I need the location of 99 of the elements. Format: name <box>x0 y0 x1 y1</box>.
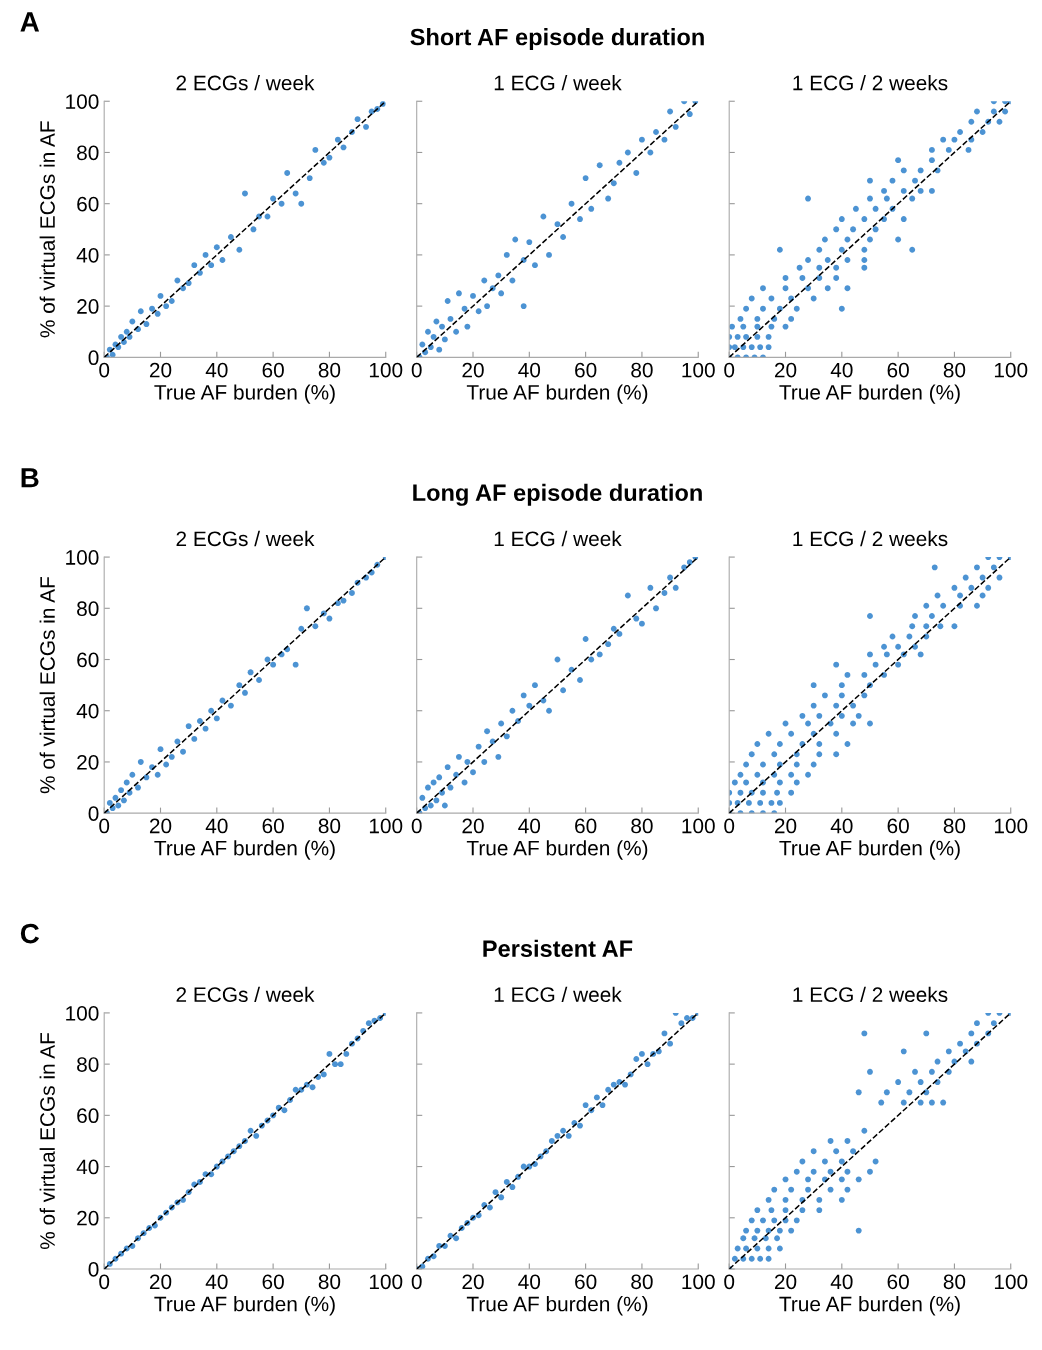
y-tick-label: 60 <box>77 196 99 212</box>
x-tick-label: 40 <box>830 362 853 378</box>
x-tick-label: 20 <box>774 1274 797 1290</box>
x-tick-label: 20 <box>774 818 797 834</box>
chart-subtitle: 1 ECG / 2 weeks <box>793 986 948 1003</box>
x-tick-label: 80 <box>631 818 653 834</box>
text: C <box>20 923 40 944</box>
y-axis-title: % of virtual ECGs in AF <box>39 121 55 338</box>
chart-subtitle: 2 ECGs / week <box>176 75 315 91</box>
y-tick-label: 40 <box>76 1159 99 1175</box>
x-tick-label: 0 <box>411 362 422 378</box>
x-tick-label: 60 <box>887 362 909 378</box>
x-tick-label: 40 <box>518 1274 541 1290</box>
y-tick-label: 0 <box>88 350 99 366</box>
x-tick-label: 20 <box>149 818 172 834</box>
x-tick-label: 40 <box>205 362 228 378</box>
x-tick-label: 60 <box>262 362 284 378</box>
x-axis-title: True AF burden (%) <box>779 840 960 860</box>
y-tick-label: 20 <box>77 299 99 314</box>
x-tick-label: 20 <box>149 362 172 378</box>
x-tick-label: 100 <box>994 1274 1028 1290</box>
x-tick-label: 0 <box>99 818 110 834</box>
x-tick-label: 0 <box>411 1274 422 1290</box>
chart-subtitle: 1 ECG / 2 weeks <box>793 75 948 91</box>
y-tick-label: 100 <box>66 94 99 109</box>
chart-subtitle: 1 ECG / week <box>494 75 622 91</box>
x-tick-label: 0 <box>99 1274 110 1290</box>
y-tick-label: 60 <box>77 1108 99 1124</box>
x-axis-title: True AF burden (%) <box>154 384 335 404</box>
x-axis-title: True AF burden (%) <box>154 840 335 860</box>
x-tick-label: 60 <box>262 818 284 834</box>
y-axis-title: % of virtual ECGs in AF <box>39 1032 55 1250</box>
y-tick-label: 80 <box>77 145 99 161</box>
x-tick-label: 100 <box>682 362 715 378</box>
x-tick-label: 80 <box>318 1274 341 1290</box>
y-tick-label: 80 <box>77 1057 99 1072</box>
chart-subtitle: 1 ECG / week <box>494 530 622 547</box>
y-tick-label: 100 <box>66 550 99 565</box>
x-tick-label: 40 <box>830 818 853 834</box>
x-axis-title: True AF burden (%) <box>154 1296 335 1316</box>
x-axis-title: True AF burden (%) <box>779 1296 960 1316</box>
text: A <box>20 12 40 32</box>
x-tick-label: 60 <box>262 1274 284 1290</box>
x-tick-label: 20 <box>462 818 484 834</box>
x-tick-label: 20 <box>774 362 797 378</box>
x-tick-label: 40 <box>205 1274 228 1290</box>
x-tick-label: 100 <box>994 818 1028 834</box>
chart-title: Short AF episode duration <box>410 28 704 51</box>
x-tick-label: 80 <box>318 362 341 378</box>
y-tick-label: 20 <box>77 754 99 770</box>
x-tick-label: 80 <box>318 818 341 834</box>
x-tick-label: 40 <box>830 1274 853 1290</box>
y-axis-title: % of virtual ECGs in AF <box>39 577 55 794</box>
chart-subtitle: 1 ECG / 2 weeks <box>793 530 948 547</box>
text: B <box>21 468 39 488</box>
x-tick-label: 100 <box>682 818 715 834</box>
x-tick-label: 100 <box>369 818 403 834</box>
x-tick-label: 40 <box>205 818 228 834</box>
x-tick-label: 80 <box>943 362 966 378</box>
y-tick-label: 0 <box>88 1262 99 1277</box>
x-tick-label: 60 <box>575 818 597 834</box>
x-tick-label: 60 <box>887 818 909 834</box>
x-tick-label: 80 <box>631 1274 653 1290</box>
chart-title: Persistent AF <box>483 939 633 958</box>
x-tick-label: 0 <box>724 362 735 378</box>
x-tick-label: 20 <box>462 362 484 378</box>
chart-title: Long AF episode duration <box>413 483 702 506</box>
x-tick-label: 20 <box>149 1274 172 1290</box>
y-tick-label: 80 <box>77 601 99 617</box>
x-tick-label: 80 <box>943 818 966 834</box>
x-tick-label: 60 <box>575 1274 597 1290</box>
x-axis-title: True AF burden (%) <box>779 384 960 404</box>
x-axis-title: True AF burden (%) <box>466 840 648 860</box>
x-tick-label: 60 <box>575 362 597 378</box>
x-tick-label: 40 <box>518 362 541 378</box>
x-tick-label: 80 <box>943 1274 966 1290</box>
x-tick-label: 20 <box>462 1274 484 1290</box>
y-tick-label: 100 <box>66 1005 99 1021</box>
x-tick-label: 80 <box>631 362 653 378</box>
y-tick-label: 60 <box>77 652 99 668</box>
x-tick-label: 40 <box>518 818 541 834</box>
chart-subtitle: 2 ECGs / week <box>176 530 315 547</box>
chart-subtitle: 2 ECGs / week <box>176 986 315 1003</box>
x-tick-label: 100 <box>369 1274 403 1290</box>
x-tick-label: 0 <box>724 818 735 834</box>
x-tick-label: 0 <box>99 362 110 378</box>
x-tick-label: 0 <box>411 818 422 834</box>
x-tick-label: 60 <box>887 1274 909 1290</box>
x-tick-label: 100 <box>369 362 403 378</box>
x-tick-label: 100 <box>994 362 1028 378</box>
y-tick-label: 40 <box>76 247 99 263</box>
x-axis-title: True AF burden (%) <box>466 384 648 404</box>
x-tick-label: 0 <box>724 1274 735 1290</box>
y-tick-label: 20 <box>77 1210 99 1226</box>
x-axis-title: True AF burden (%) <box>466 1296 648 1316</box>
x-tick-label: 100 <box>682 1274 715 1290</box>
y-tick-label: 0 <box>88 806 99 821</box>
y-tick-label: 40 <box>76 703 99 719</box>
chart-subtitle: 1 ECG / week <box>494 986 622 1003</box>
